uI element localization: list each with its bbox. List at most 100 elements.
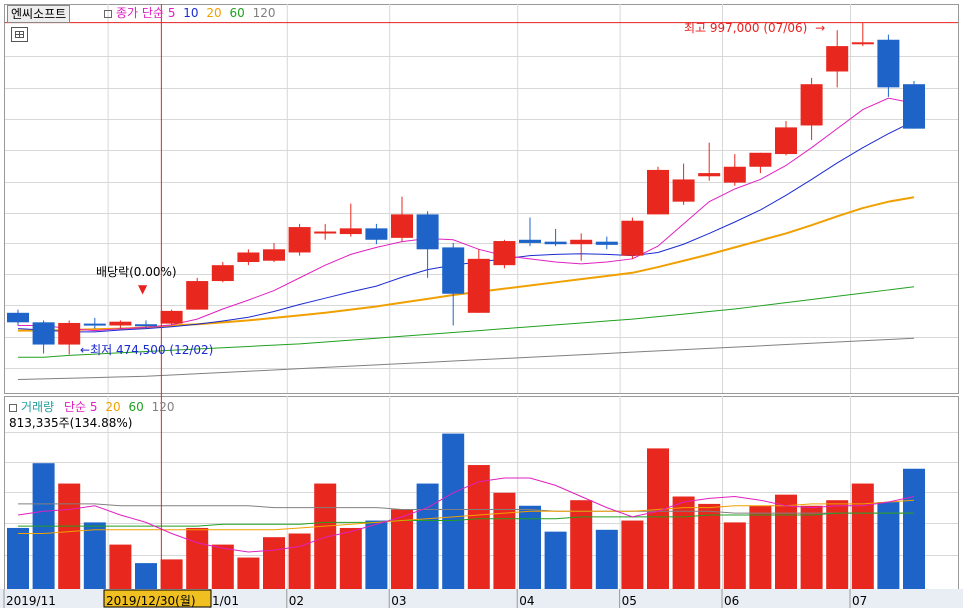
crosshair-date-box [103,589,212,608]
candle-body [339,228,362,235]
volume-bar [570,500,593,589]
candle-body [493,241,516,266]
x-tick-label: 1/01 [212,594,239,608]
volume-bar [698,503,721,589]
volume-bar [7,527,29,589]
dividend-arrow-icon: ▼ [138,282,148,296]
candle-body [570,239,593,245]
candle-body [7,312,29,323]
volume-value: 813,335주(134.88%) [9,416,133,430]
volume-bar [647,448,669,589]
candle-body [877,39,900,88]
stock-name-tab[interactable]: 엔씨소프트 [7,5,71,23]
x-tick-label: 06 [724,594,739,608]
x-tick-label: 02 [289,594,304,608]
candle-body [903,84,925,129]
ma120-label: 120 [252,6,276,20]
volume-bar [519,505,541,589]
ma60-line [18,286,915,358]
candle-body [442,247,465,294]
candle-body [32,322,55,345]
volume-bar [544,531,567,589]
legend-box-icon [104,9,112,18]
volume-bar [467,465,490,589]
volume-bar [672,496,695,589]
candle-body [647,169,669,215]
volume-v120-line [18,503,914,514]
candle-body [826,46,849,72]
volume-bar [826,500,849,589]
candle-body [288,227,311,253]
arrow-left-icon: ← [80,343,91,357]
volume-bar [493,492,516,589]
vol-ma20-label: 20 [105,400,121,414]
candle-body [775,127,797,155]
candle-body [595,241,618,245]
high-price-text: 최고 997,000 (07/06) [684,21,808,35]
x-tick-label: 04 [519,594,534,608]
volume-bar [621,520,644,589]
ma5-line [18,97,915,332]
candle-body [58,322,81,345]
volume-bar [595,529,618,589]
volume-bar [314,483,337,589]
high-price-label: 최고 997,000 (07/06) → [684,20,825,36]
volume-bar [723,522,746,589]
vol-ma120-label: 120 [151,400,175,414]
vol-ma5-label: 5 [89,400,98,414]
dividend-label: 배당락(0.00%) [96,265,177,279]
volume-bar [211,544,234,589]
x-tick-label: 2019/11 [6,594,56,608]
crosshair-date-label: 2019/12/30(월) [106,594,196,608]
ma20-label: 20 [206,6,222,20]
candle-body [698,173,721,177]
volume-bar [135,563,157,589]
volume-bar [160,559,183,589]
candle-body [135,324,157,327]
candle-body [723,166,746,183]
candle-body [416,214,439,250]
candle-body [672,179,695,202]
ma120-line [17,337,915,380]
volume-bar [365,520,388,589]
candle-body [365,228,388,240]
ma10-line [17,120,915,333]
volume-bar [339,527,362,589]
volume-bar [851,483,874,589]
vol-ma60-label: 60 [128,400,144,414]
candle-body [109,321,132,326]
volume-bar [391,509,413,589]
candle-body [314,231,337,234]
low-price-text: 최저 474,500 (12/02) [90,343,214,357]
table-grid-icon[interactable] [11,27,28,42]
candle-body [800,84,823,126]
volume-ma-label: 단순 [63,400,87,414]
volume-legend: 거래량 단순 5 20 60 120 [9,399,174,415]
candle-body [621,220,644,256]
volume-bar [288,533,311,589]
volume-bar [749,505,772,589]
volume-label: 거래량 [21,400,55,414]
volume-bar [903,468,925,589]
volume-bar [416,483,439,589]
low-price-label: ←최저 474,500 (12/02) [80,342,213,358]
volume-bar [186,527,209,589]
volume-bar [775,494,797,589]
volume-v60-line [18,512,914,527]
legend-box-icon [9,403,17,412]
stock-name: 엔씨소프트 [11,7,67,21]
price-panel [4,4,959,394]
price-ma-label: 종가 단순 [116,6,164,20]
ma20-line [18,196,915,332]
volume-bar [58,483,81,589]
volume-v5-line [17,477,915,553]
candle-body [749,152,772,167]
candle-body [211,265,234,282]
ma5-label: 5 [167,6,176,20]
candle-body [186,281,209,310]
volume-bar [442,433,465,589]
candle-body [519,239,541,243]
candle-body [391,214,413,238]
volume-bar [237,557,260,589]
